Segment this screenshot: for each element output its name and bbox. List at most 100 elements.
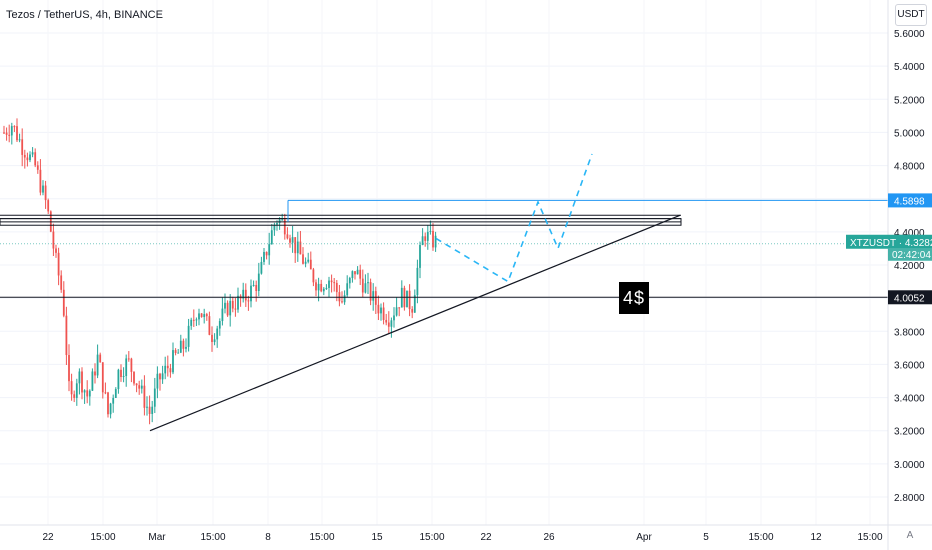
candle-body bbox=[312, 269, 315, 283]
candle-body bbox=[187, 325, 190, 347]
grid bbox=[0, 32, 888, 498]
candle-body bbox=[348, 278, 351, 284]
y-tick-label: 4.4000 bbox=[894, 228, 925, 239]
candle-body bbox=[294, 237, 297, 254]
currency-button[interactable]: USDT bbox=[895, 4, 927, 26]
y-tick-label: 3.4000 bbox=[894, 394, 925, 405]
y-tick-label: 3.8000 bbox=[894, 327, 925, 338]
candle-body bbox=[86, 390, 89, 397]
candle-body bbox=[270, 230, 273, 245]
candle-body bbox=[140, 385, 143, 389]
candle-body bbox=[242, 289, 245, 299]
candle-body bbox=[377, 304, 380, 314]
x-tick-label: Apr bbox=[636, 532, 652, 543]
candle-body bbox=[81, 371, 83, 393]
candle-body bbox=[354, 271, 356, 275]
candle-body bbox=[153, 388, 156, 407]
last-price-label: XTZUSDT · 4.3282 bbox=[850, 238, 932, 249]
candle-body bbox=[260, 261, 263, 274]
candle-body bbox=[286, 234, 289, 239]
candle-body bbox=[5, 132, 8, 135]
candle-body bbox=[88, 390, 91, 397]
candle-body bbox=[213, 339, 216, 343]
candle-body bbox=[133, 371, 135, 384]
price-tag bbox=[888, 290, 932, 305]
candle-body bbox=[234, 308, 237, 310]
candle-body bbox=[122, 375, 125, 378]
candle-body bbox=[359, 269, 362, 279]
candle-body bbox=[385, 319, 388, 323]
candle-body bbox=[328, 280, 330, 288]
candle-body bbox=[31, 152, 34, 155]
candle-body bbox=[42, 185, 44, 193]
x-tick-label: 15:00 bbox=[857, 532, 882, 543]
candle-body bbox=[96, 354, 99, 376]
candle-body bbox=[205, 314, 208, 317]
auto-scale-button[interactable]: A bbox=[906, 530, 914, 541]
candle-body bbox=[419, 245, 421, 268]
candle-body bbox=[307, 259, 310, 262]
price-tag-label: 4.0052 bbox=[894, 293, 925, 304]
x-tick-label: 15:00 bbox=[419, 532, 444, 543]
candle-body bbox=[182, 340, 185, 349]
candle-body bbox=[374, 291, 377, 305]
candle-body bbox=[200, 313, 203, 318]
candle-body bbox=[320, 283, 323, 292]
candle-body bbox=[138, 385, 141, 389]
candle-body bbox=[44, 185, 47, 201]
x-tick-label: 5 bbox=[703, 532, 709, 543]
x-tick-label: 22 bbox=[480, 532, 492, 543]
candle-body bbox=[291, 237, 294, 243]
candle-body bbox=[299, 241, 302, 255]
candle-body bbox=[367, 282, 369, 284]
candle-body bbox=[351, 271, 354, 279]
candle-body bbox=[117, 369, 120, 390]
candle-body bbox=[169, 368, 172, 373]
candle-body bbox=[29, 154, 31, 161]
candle-body bbox=[21, 139, 24, 155]
candles bbox=[3, 118, 437, 425]
candle-body bbox=[335, 282, 338, 293]
candle-body bbox=[393, 315, 395, 321]
candle-body bbox=[338, 292, 341, 302]
candle-body bbox=[369, 282, 372, 301]
x-tick-label: 12 bbox=[810, 532, 822, 543]
candle-body bbox=[231, 300, 234, 309]
candle-body bbox=[130, 358, 133, 372]
candle-body bbox=[127, 358, 130, 360]
candle-body bbox=[263, 251, 265, 262]
candle-body bbox=[83, 390, 86, 393]
price-tag-label: 4.5898 bbox=[894, 196, 925, 207]
candle-body bbox=[172, 350, 174, 373]
candle-body bbox=[52, 231, 55, 249]
candle-body bbox=[151, 406, 154, 414]
x-tick-label: 22 bbox=[42, 532, 54, 543]
candle-body bbox=[47, 200, 50, 212]
candle-body bbox=[296, 241, 299, 254]
candle-body bbox=[216, 328, 219, 340]
x-tick-label: 15:00 bbox=[200, 532, 225, 543]
candle-body bbox=[356, 269, 359, 275]
candle-body bbox=[364, 283, 367, 293]
y-tick-label: 5.0000 bbox=[894, 128, 925, 139]
candle-body bbox=[143, 385, 146, 408]
candle-body bbox=[309, 259, 312, 270]
candle-body bbox=[289, 238, 291, 243]
candle-body bbox=[252, 284, 255, 286]
candle-body bbox=[395, 307, 398, 316]
candle-body bbox=[159, 373, 161, 380]
candle-body bbox=[208, 316, 211, 335]
candle-body bbox=[112, 397, 115, 404]
candle-body bbox=[13, 126, 16, 128]
candle-body bbox=[304, 261, 307, 264]
candle-body bbox=[218, 321, 221, 329]
resistance-box bbox=[0, 218, 682, 226]
candle-body bbox=[432, 230, 434, 248]
candle-body bbox=[166, 365, 169, 369]
candle-body bbox=[322, 288, 325, 292]
candle-body bbox=[317, 283, 320, 291]
candle-body bbox=[39, 169, 42, 193]
candle-body bbox=[226, 302, 229, 316]
